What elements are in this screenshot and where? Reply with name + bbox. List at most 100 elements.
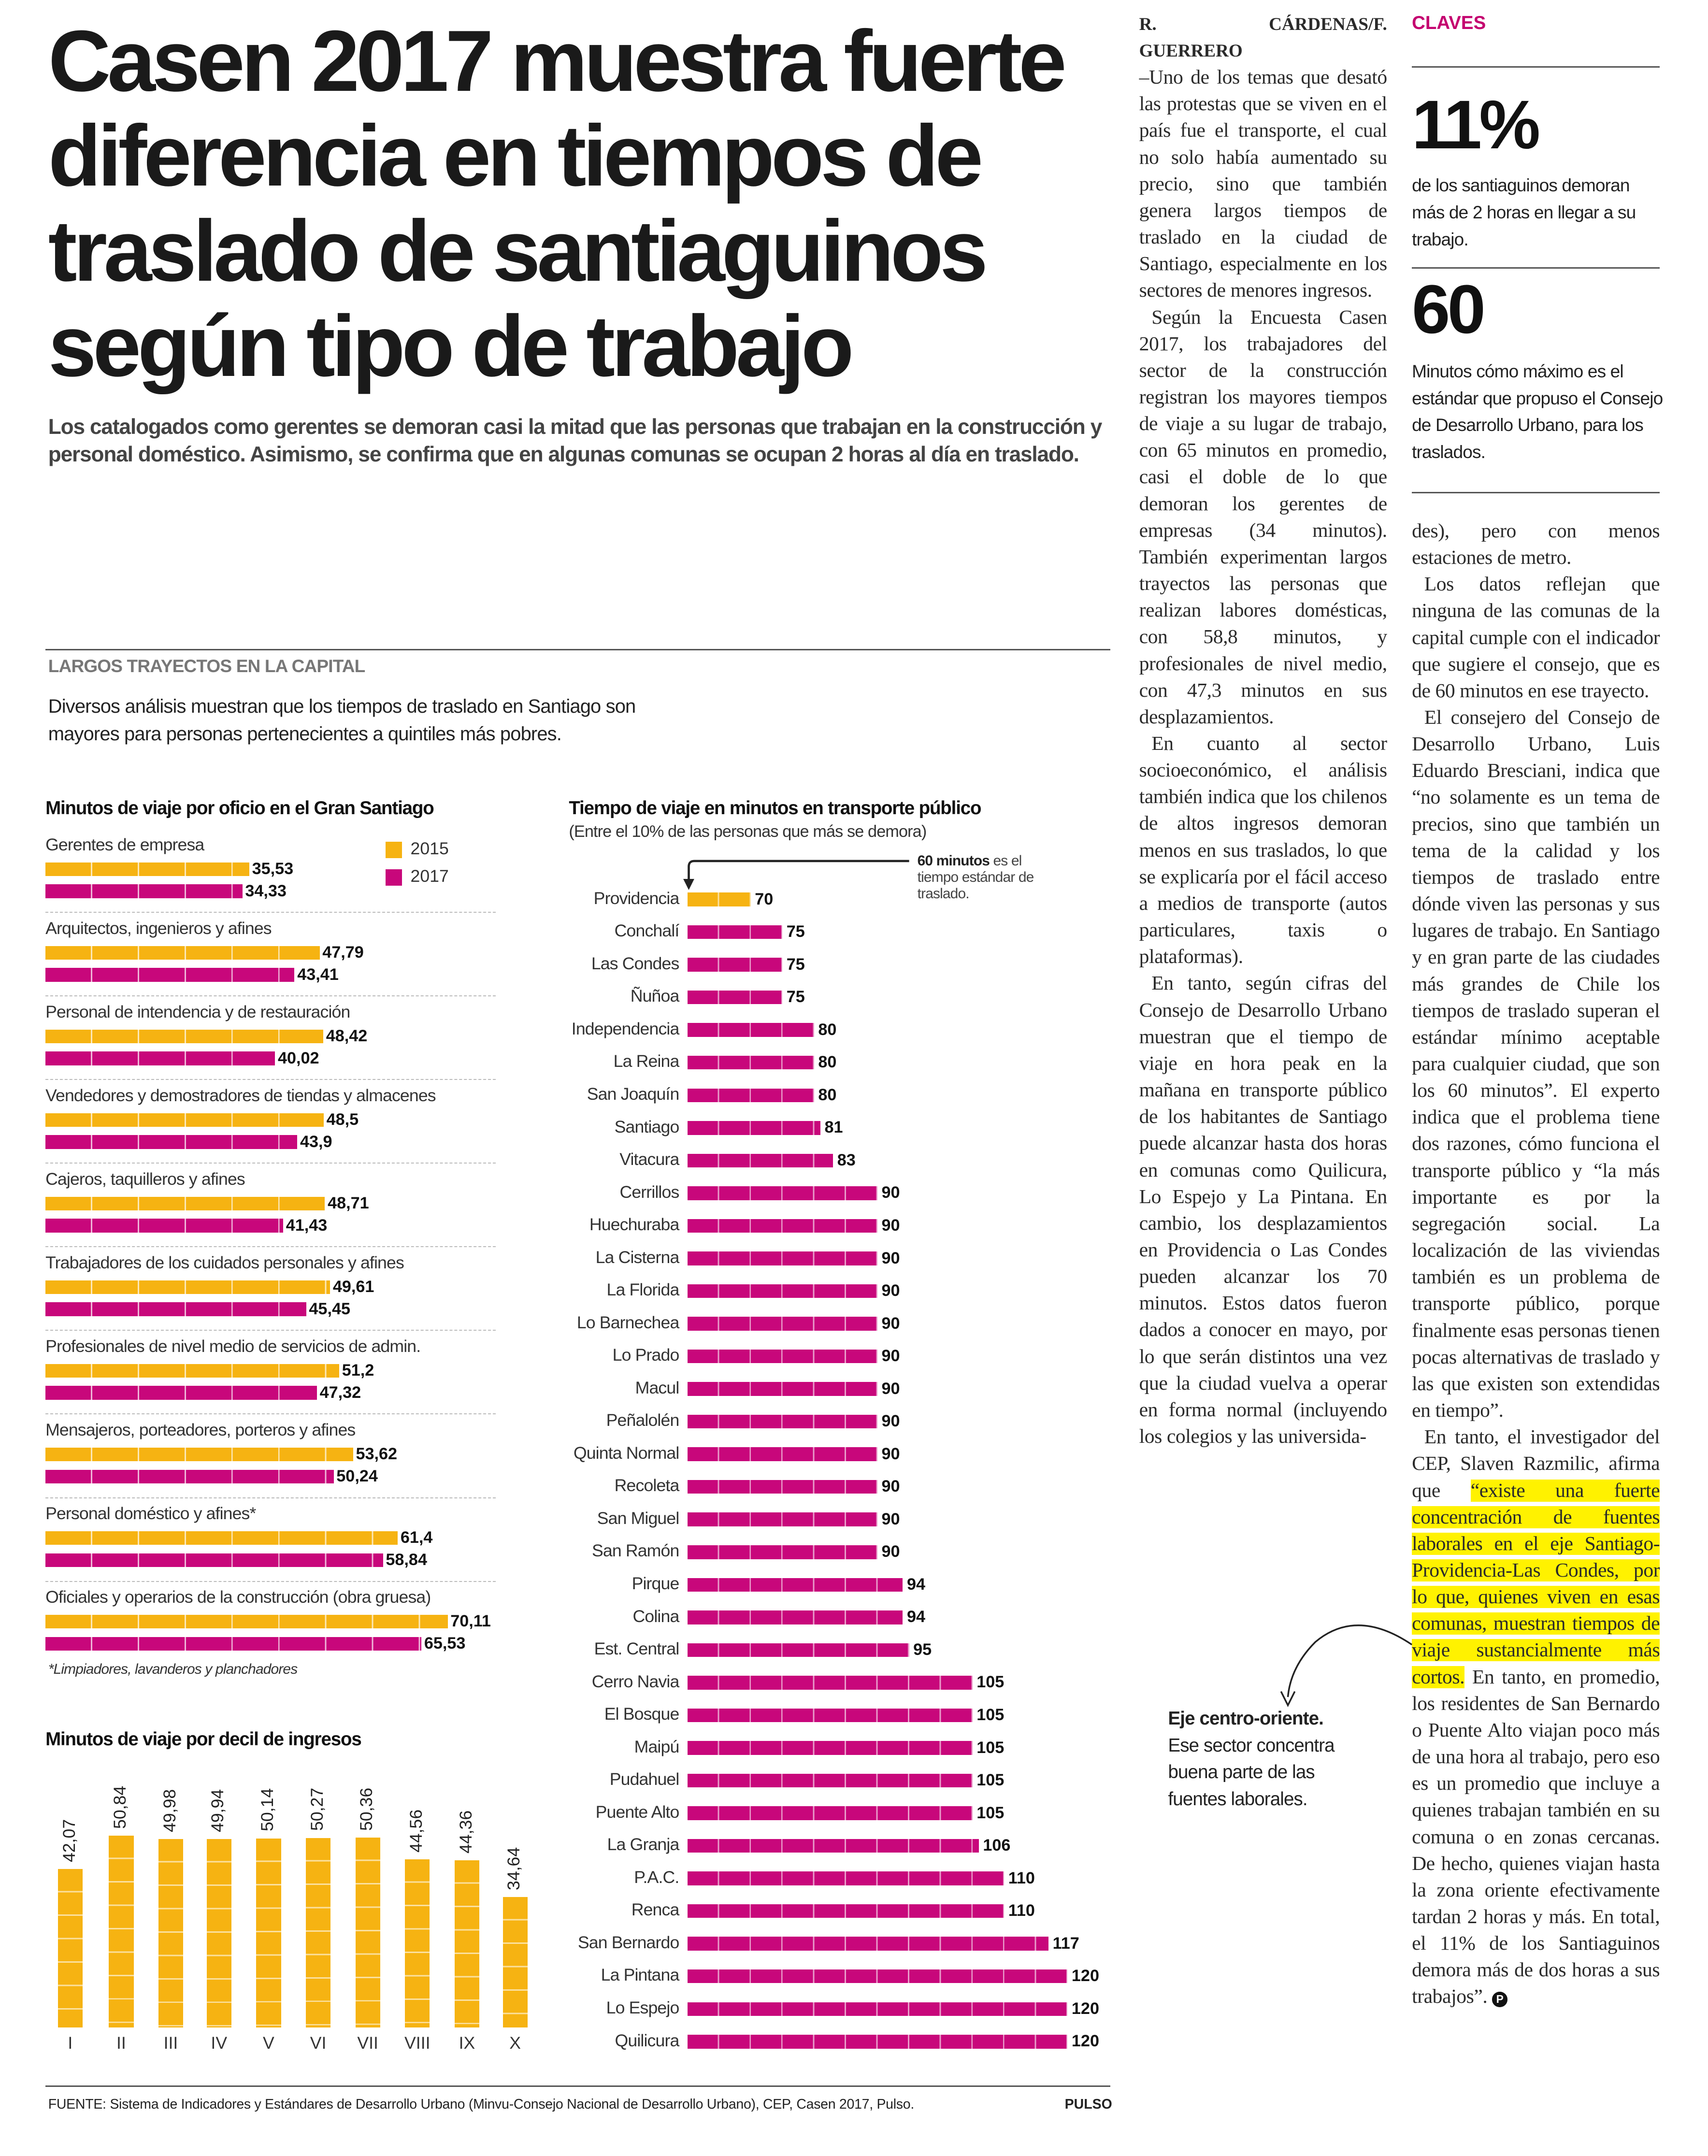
bar-value-2015: 53,62 [356,1445,397,1464]
commune-bar [687,1806,973,1820]
decile-label: IX [459,2033,475,2053]
decile-chart-title: Minutos de viaje por decil de ingresos [45,1728,362,1750]
commune-label: Puente Alto [595,1802,680,1822]
bar-value-2017: 41,43 [286,1216,328,1235]
headline: Casen 2017 muestra fuerte diferencia en t… [48,12,1067,395]
group-separator [45,1497,496,1498]
occupation-label: Oficiales y operarios de la construcción… [45,1587,431,1607]
commune-bar [687,1055,814,1070]
standard-annotation: 60 minutos es el tiempo estándar de tras… [917,852,1034,902]
group-separator [45,1163,496,1164]
group-separator [45,1079,496,1080]
commune-label: Cerro Navia [591,1671,680,1691]
commune-label: Conchalí [614,921,680,941]
bar-2015 [45,1531,398,1545]
decile-label: III [163,2033,178,2053]
commune-bar [687,1088,814,1103]
decile-value: 50,14 [258,1788,277,1832]
group-separator [45,1246,496,1247]
occupation-label: Personal doméstico y afines* [45,1503,256,1523]
stat-value: 11% [1412,86,1540,163]
commune-value: 105 [976,1803,1005,1822]
commune-value: 80 [818,1053,837,1072]
commune-bar [687,1447,877,1461]
commune-value: 90 [881,1183,900,1202]
commune-value: 105 [976,1771,1005,1790]
commune-bar [687,1512,877,1526]
bar-value-2017: 50,24 [336,1466,378,1485]
commune-label: Est. Central [594,1639,680,1659]
commune-label: Cerrillos [619,1182,679,1202]
commune-value: 75 [786,922,805,941]
commune-label: Lo Prado [612,1345,680,1365]
bar-value-2017: 45,45 [309,1299,350,1318]
decile-value: 49,94 [208,1789,228,1833]
commune-value: 110 [1008,1869,1035,1887]
bar-2015 [45,1447,353,1462]
section-title: LARGOS TRAYECTOS EN LA CAPITAL [48,655,365,676]
bar-2015 [45,1280,330,1294]
commune-label: La Reina [613,1051,680,1071]
commune-value: 110 [1008,1901,1035,1920]
bar-2017 [45,1302,306,1316]
commune-bar [687,1773,973,1788]
commune-bar [687,1414,877,1429]
commune-label: San Miguel [597,1508,680,1528]
bar-value-2017: 58,84 [386,1550,427,1569]
commune-bar [687,1545,877,1559]
commune-label: P.A.C. [634,1867,679,1887]
commune-value: 90 [881,1347,900,1365]
bar-value-2015: 51,2 [342,1361,374,1380]
bar-value-2017: 47,32 [319,1383,361,1402]
commune-label: Vitacura [619,1150,679,1169]
commune-label: Pudahuel [609,1769,680,1789]
callout-arrow-icon [1280,1624,1413,1708]
commune-value: 95 [913,1640,932,1659]
commune-bar [687,1153,833,1168]
bar-value-2015: 70,11 [450,1612,491,1631]
commune-value: 81 [824,1118,843,1137]
commune-bar [687,1708,973,1723]
commune-value: 120 [1071,2032,1099,2051]
decile-bar [454,1860,480,2028]
commune-bar [687,1186,877,1200]
occupation-chart-title: Minutos de viaje por oficio en el Gran S… [45,797,434,819]
commune-bar [687,1121,820,1135]
decile-label: X [509,2033,521,2053]
bar-2015 [45,1029,323,1044]
commune-bar [687,1349,877,1364]
commune-label: Ñuñoa [630,986,680,1006]
article-paragraph: Los datos reflejan que ninguna de las co… [1412,573,1660,702]
bar-2015 [45,862,249,877]
article-column-2: des), pero con menos estaciones de metro… [1412,518,1660,2011]
commune-label: San Bernardo [577,1932,679,1952]
bar-value-2015: 47,79 [322,943,364,962]
decile-bar [305,1838,331,2028]
commune-value: 90 [881,1379,900,1398]
decile-label: II [116,2033,126,2053]
commune-value: 120 [1071,1999,1099,2018]
occupation-label: Trabajadores de los cuidados personales … [45,1252,404,1272]
commune-value: 105 [976,1738,1005,1757]
commune-bar [687,892,751,906]
commune-value: 90 [881,1314,900,1333]
commune-label: La Pintana [601,1965,680,1985]
commune-value: 75 [786,988,805,1006]
decile-bar [109,1836,134,2028]
bar-2015 [45,946,320,960]
commune-bar [687,1937,1049,1951]
transport-chart-title: Tiempo de viaje en minutos en transporte… [569,797,981,819]
bar-2017 [45,884,243,898]
stat-value: 60 [1412,271,1486,348]
commune-bar [687,1839,979,1853]
bar-2017 [45,1553,383,1567]
decile-value: 42,07 [59,1819,79,1862]
decile-label: V [263,2033,274,2053]
commune-label: Recoleta [614,1476,680,1495]
bar-2017 [45,1386,317,1400]
commune-value: 90 [881,1281,900,1300]
bar-value-2015: 48,42 [326,1026,368,1045]
decile-bar [206,1839,231,2028]
commune-value: 105 [976,1673,1005,1692]
article-paragraph: Según la Encuesta Casen 2017, los trabaj… [1139,306,1388,728]
